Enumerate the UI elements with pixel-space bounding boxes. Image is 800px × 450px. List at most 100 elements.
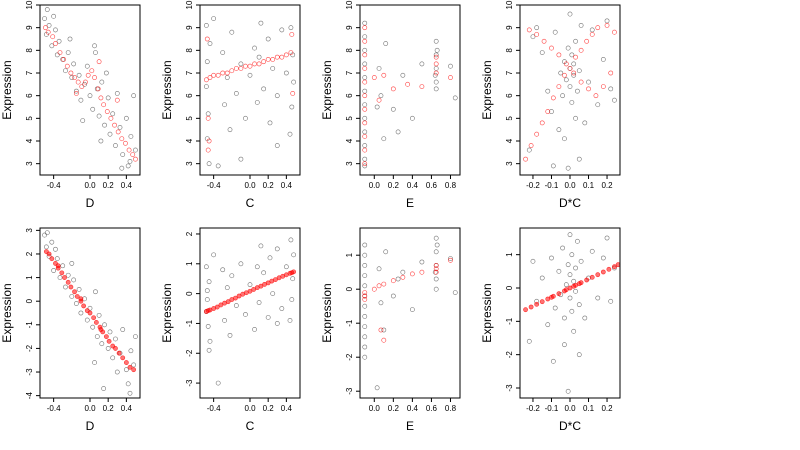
data-point [283,52,289,58]
y-tick-label: 0 [345,286,354,291]
data-point [105,95,111,101]
data-point [120,152,126,157]
y-tick-label: -1 [345,319,354,327]
data-point [128,348,134,354]
data-point [114,91,120,96]
data-point [117,125,123,130]
x-tick-label: -0.2 [526,181,540,190]
data-point [89,68,95,74]
data-point [283,70,289,76]
data-point [265,315,271,320]
data-point [362,262,368,268]
data-point [434,242,440,248]
data-point [556,52,562,58]
data-point [206,279,212,285]
y-tick-label: 1 [505,252,514,257]
x-tick-label: 0.2 [388,181,400,190]
data-point [582,120,588,126]
data-point [552,29,558,35]
data-point [103,334,109,340]
data-point [119,136,125,142]
x-axis-title: C [246,196,255,210]
data-point [362,242,368,248]
x-tick-label: 0.2 [388,404,400,413]
data-point [227,332,233,338]
data-point [534,32,540,37]
data-point [573,115,578,121]
data-point [222,102,227,108]
x-tick-label: 0.2 [263,404,275,413]
data-point [400,72,406,78]
data-point [53,41,58,46]
data-point [374,104,380,110]
y-tick-label: 10 [185,0,194,9]
data-point [62,275,67,280]
data-point [243,312,248,317]
data-point [270,66,276,71]
data-point [362,129,368,135]
data-point [84,317,90,323]
x-axis-title: C [246,419,255,433]
x-tick-label: 0.0 [84,181,96,190]
y-tick-label: 2 [25,251,34,256]
data-point [102,122,107,128]
data-point [127,364,133,370]
y-axis-title: Expression [480,60,494,119]
data-point [71,277,77,283]
data-point [434,47,440,53]
data-point [211,72,217,78]
y-tick-label: -2 [25,344,34,352]
data-point [206,138,212,144]
data-point [362,303,368,309]
data-point [205,147,211,153]
data-point [256,54,262,60]
data-point [270,57,276,62]
y-tick-label: 7 [345,70,354,75]
y-tick-label: 8 [345,48,354,53]
data-point [42,16,47,21]
data-point [233,66,239,71]
data-point [600,255,606,261]
data-point [267,120,273,126]
data-point [95,86,101,92]
data-point [595,25,601,31]
data-point [229,29,235,35]
data-point [204,36,210,42]
data-point [556,127,562,133]
data-point [600,269,606,275]
data-point [448,257,453,263]
data-point [289,32,295,37]
data-point [378,93,384,99]
data-point [133,334,138,340]
data-point [206,161,212,167]
data-point [274,246,280,252]
data-point [575,238,580,244]
data-point [43,244,49,250]
x-tick-label: 0.2 [103,181,115,190]
data-point [288,25,294,31]
data-point [105,346,111,351]
data-point [608,70,614,76]
y-tick-label: 3 [25,161,34,166]
data-point [83,79,88,85]
data-point [123,140,128,146]
data-point [204,297,210,302]
data-point [256,300,262,305]
data-point [125,381,131,387]
data-point [45,29,51,35]
data-point [578,258,584,264]
data-point [541,38,547,44]
data-point [604,18,610,24]
y-tick-label: 4 [185,138,194,143]
data-point [113,346,118,351]
data-point [374,385,380,391]
data-point [576,302,582,308]
data-point [376,283,382,289]
data-point [215,163,221,169]
y-tick-label: 4 [505,138,514,143]
data-point [206,347,212,353]
data-point [526,147,532,153]
data-point [371,286,377,292]
fitted-points [43,249,137,373]
data-point [569,52,575,58]
